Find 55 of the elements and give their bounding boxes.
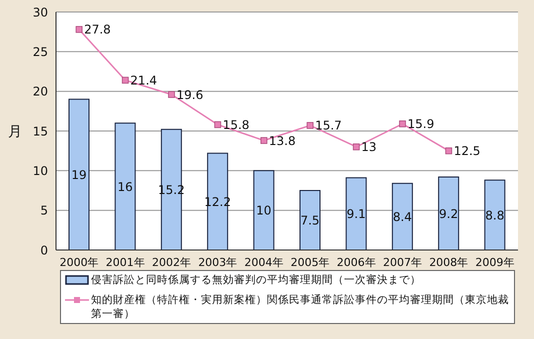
data-label: 9.1 [346, 207, 366, 222]
bar [438, 176, 460, 250]
point [214, 121, 222, 128]
x-tick-label: 2004年 [244, 256, 284, 269]
x-tick-label: 2008年 [429, 256, 468, 269]
x-tick-label: 2009年 [475, 256, 514, 269]
x-tick-label: 2005年 [290, 256, 330, 269]
y-tick-label: 25 [32, 44, 48, 59]
data-label: 21.4 [130, 73, 158, 88]
x-tick-label: 2007年 [383, 256, 422, 269]
point [122, 76, 129, 84]
point [399, 120, 406, 128]
y-tick-label: 20 [32, 84, 48, 99]
data-label: 27.8 [84, 22, 111, 37]
x-tick-label: 2006年 [336, 256, 376, 269]
x-tick-label: 2001年 [106, 256, 145, 269]
point [352, 143, 360, 150]
data-label: 15.7 [315, 118, 342, 133]
data-label: 13 [361, 140, 377, 154]
data-label: 15.9 [408, 117, 434, 132]
x-tick-label: 2000年 [60, 256, 99, 269]
point [76, 26, 82, 33]
bar [484, 180, 506, 250]
point [168, 91, 175, 98]
bar [346, 177, 367, 250]
data-label: 8.4 [392, 210, 412, 224]
x-tick-label: 2003年 [198, 256, 238, 269]
data-label: 8.8 [485, 208, 504, 222]
legend-label: 侵害訴訟と同時係属する無効審判の平均審理期間（一次審決まで） [91, 273, 421, 287]
data-label: 10 [256, 204, 272, 218]
y-tick-label: 10 [32, 164, 48, 178]
data-label: 19 [71, 168, 87, 182]
bar [392, 182, 413, 250]
point [260, 137, 268, 144]
bar [300, 190, 320, 250]
point [445, 147, 452, 154]
point [306, 122, 314, 129]
data-label: 7.5 [300, 214, 320, 228]
data-label: 15.8 [222, 118, 250, 132]
data-label: 19.6 [176, 88, 204, 102]
data-label: 9.2 [439, 206, 458, 221]
data-label: 12.5 [454, 144, 480, 158]
bar [160, 128, 182, 250]
legend-label: 知的財産権（特許権・実用新案権）関係民事通常訴訟事件の平均審理期間（東京地裁第一審） [91, 293, 510, 321]
y-tick-label: 30 [32, 5, 48, 20]
bar [68, 98, 90, 250]
x-tick-label: 2002年 [152, 256, 191, 269]
y-tick-label: 15 [32, 124, 48, 138]
bar [114, 122, 136, 250]
y-tick-label: 0 [40, 243, 48, 258]
y-tick-label: 5 [40, 204, 48, 218]
bar [253, 170, 274, 250]
data-label: 16 [118, 180, 133, 194]
y-axis-title: 月 [8, 124, 22, 140]
data-label: 13.8 [268, 134, 296, 148]
